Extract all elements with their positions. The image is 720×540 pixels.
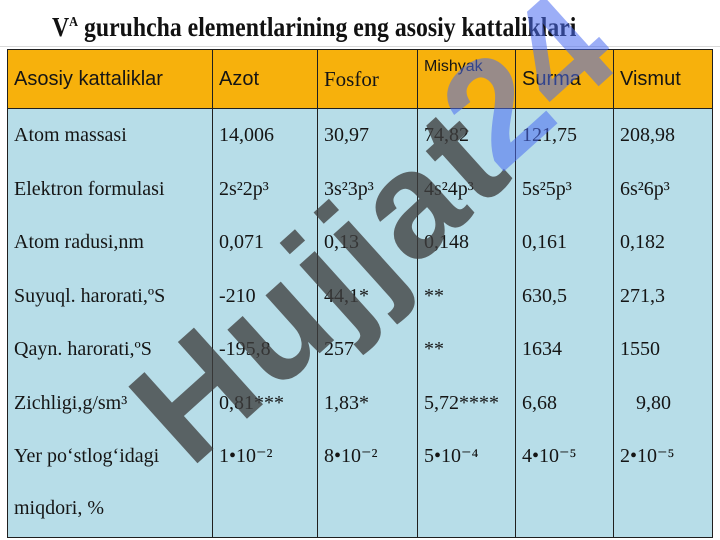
header-cell: Vismut [613,49,713,109]
table-cell: 2•10⁻⁵ [613,429,713,538]
table-cell: 44,1* [317,269,418,323]
table-cell: 1,83* [317,376,418,430]
table-row: Atom massasi 14,006 30,97 74,82 121,75 2… [7,108,713,163]
table-cell: 5s²5p³ [515,162,614,216]
table-cell: 1•10⁻² [212,429,318,538]
table-cell: 14,006 [212,108,318,163]
table-cell: ** [417,269,516,323]
title-prefix-sup: A [69,15,79,30]
table-cell: 208,98 [613,108,713,163]
row-label: Atom massasi [7,108,213,163]
row-label: Qayn. harorati,ºS [7,322,213,377]
table-cell: 121,75 [515,108,614,163]
header-cell: Mishyak [417,49,516,109]
title-divider [0,46,720,47]
table-cell: 9,80 [613,376,713,430]
table-cell: 3s²3p³ [317,162,418,216]
header-cell: Asosiy kattaliklar [7,49,213,109]
table-cell: 0,071 [212,215,318,270]
properties-table: Asosiy kattaliklar Azot Fosfor Mishyak S… [7,49,713,538]
table-cell: 0,81*** [212,376,318,430]
table-cell: 6s²6p³ [613,162,713,216]
title-main: guruhcha elementlarining eng asosiy katt… [84,12,577,42]
table-row: Yer po‘stlog‘idagi miqdori, % 1•10⁻² 8•1… [7,429,713,538]
page-title: VA guruhcha elementlarining eng asosiy k… [52,12,633,46]
table-header-row: Asosiy kattaliklar Azot Fosfor Mishyak S… [7,49,713,109]
table-cell: 8•10⁻² [317,429,418,538]
table-cell: 271,3 [613,269,713,323]
table-cell: 74,82 [417,108,516,163]
table-row: Elektron formulasi 2s²2p³ 3s²3p³ 4s²4p³ … [7,162,713,216]
header-cell: Fosfor [317,49,418,109]
table-cell: ** [417,322,516,377]
table-cell: -195,8 [212,322,318,377]
row-label: Atom radusi,nm [7,215,213,270]
table-cell: 5,72**** [417,376,516,430]
table-cell: 257 [317,322,418,377]
table-cell: 0,148 [417,215,516,270]
title-prefix: V [52,12,70,42]
row-label: Yer po‘stlog‘idagi miqdori, % [7,429,213,538]
header-cell: Surma [515,49,614,109]
table-cell: -210 [212,269,318,323]
row-label: Suyuql. harorati,ºS [7,269,213,323]
table-row: Atom radusi,nm 0,071 0,13 0,148 0,161 0,… [7,215,713,270]
table-cell: 630,5 [515,269,614,323]
table-cell: 1550 [613,322,713,377]
table-cell: 2s²2p³ [212,162,318,216]
table-cell: 1634 [515,322,614,377]
table-cell: 4•10⁻⁵ [515,429,614,538]
row-label: Zichligi,g/sm³ [7,376,213,430]
table-row: Qayn. harorati,ºS -195,8 257 ** 1634 155… [7,322,713,377]
header-cell: Azot [212,49,318,109]
table-cell: 30,97 [317,108,418,163]
table-cell: 6,68 [515,376,614,430]
row-label: Elektron formulasi [7,162,213,216]
table-cell: 0,161 [515,215,614,270]
table-row: Suyuql. harorati,ºS -210 44,1* ** 630,5 … [7,269,713,323]
table-cell: 0,13 [317,215,418,270]
table-cell: 0,182 [613,215,713,270]
table-cell: 5•10⁻⁴ [417,429,516,538]
table-cell: 4s²4p³ [417,162,516,216]
table-row: Zichligi,g/sm³ 0,81*** 1,83* 5,72**** 6,… [7,376,713,430]
